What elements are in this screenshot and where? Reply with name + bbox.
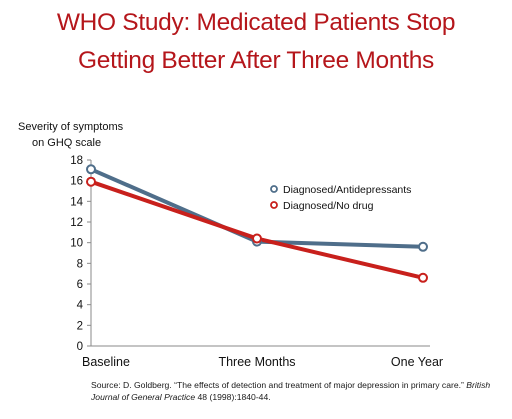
legend-marker-1 — [270, 185, 278, 193]
y-tick-label: 10 — [70, 238, 83, 250]
series-2-point — [252, 233, 262, 244]
y-tick-label: 14 — [70, 196, 83, 208]
x-axis-ticks: Baseline Three Months One Year — [82, 355, 443, 369]
y-tick-label: 18 — [70, 155, 83, 167]
y-tick-label: 6 — [77, 279, 83, 291]
x-tick-label: One Year — [391, 355, 443, 369]
series-1-point — [418, 241, 428, 252]
legend-marker-2 — [270, 201, 278, 209]
source-citation: Source: D. Goldberg. “The effects of det… — [91, 379, 511, 403]
series-group — [86, 164, 428, 283]
y-tick-label: 0 — [77, 341, 83, 353]
x-tick-label: Baseline — [82, 355, 130, 369]
chart-title: WHO Study: Medicated Patients Stop Getti… — [0, 4, 512, 80]
legend: Diagnosed/Antidepressants Diagnosed/No dr… — [270, 184, 411, 212]
chart-title-line-1: WHO Study: Medicated Patients Stop — [56, 9, 456, 36]
x-tick-label: Three Months — [218, 355, 295, 369]
y-axis-title: Severity of symptoms on GHQ scale — [18, 121, 124, 149]
y-tick-label: 2 — [77, 320, 83, 332]
legend-label-1: Diagnosed/Antidepressants — [283, 184, 411, 196]
y-tick-label: 12 — [70, 217, 83, 229]
source-journal: British Journal of General Practice — [91, 380, 491, 402]
y-axis-title-line-1: Severity of symptoms — [18, 121, 124, 133]
y-axis-title-line-2: on GHQ scale — [32, 137, 101, 149]
y-tick-label: 16 — [70, 176, 83, 188]
legend-label-2: Diagnosed/No drug — [283, 200, 374, 212]
source-text: Source: D. Goldberg. “The effects of det… — [91, 380, 467, 390]
series-1-point — [86, 164, 96, 175]
y-tick-label: 8 — [77, 258, 83, 270]
source-suffix: 48 (1998):1840-44. — [195, 392, 271, 402]
series-2-point — [418, 272, 428, 283]
y-tick-label: 4 — [77, 300, 84, 312]
series-2-point — [86, 176, 96, 187]
series-line-2 — [89, 179, 425, 280]
chart-title-line-2: Getting Better After Three Months — [78, 47, 434, 74]
